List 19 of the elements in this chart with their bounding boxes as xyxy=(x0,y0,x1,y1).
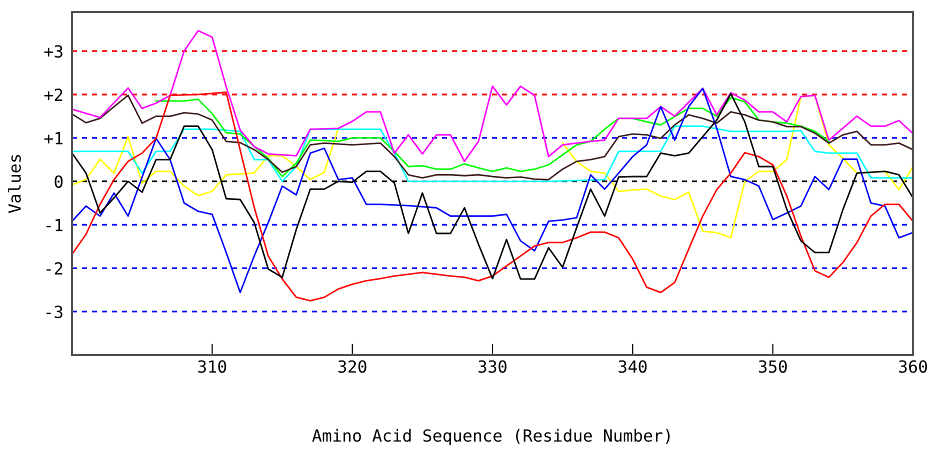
y-tick-label: +2 xyxy=(44,88,62,101)
y-tick-label: -2 xyxy=(46,262,62,275)
y-tick-label: +1 xyxy=(44,132,63,144)
y-tick-label: +3 xyxy=(44,45,62,58)
y-tick-label: -1 xyxy=(46,218,63,232)
y-axis-title: Values xyxy=(8,155,21,214)
line-series xyxy=(72,94,913,180)
x-tick-label: 360 xyxy=(899,360,927,373)
x-tick-label: 330 xyxy=(478,360,506,373)
x-tick-label: 350 xyxy=(758,360,787,373)
line-series xyxy=(72,125,913,182)
y-tick-label: 0 xyxy=(54,175,63,188)
x-tick-label: 310 xyxy=(198,360,226,373)
line-series xyxy=(155,96,830,178)
line-series xyxy=(72,30,913,162)
y-tick-label: -3 xyxy=(46,306,62,318)
x-tick-label: 320 xyxy=(338,360,366,373)
x-axis-title: Amino Acid Sequence (Residue Number) xyxy=(312,428,670,446)
x-tick-label: 340 xyxy=(618,360,647,373)
